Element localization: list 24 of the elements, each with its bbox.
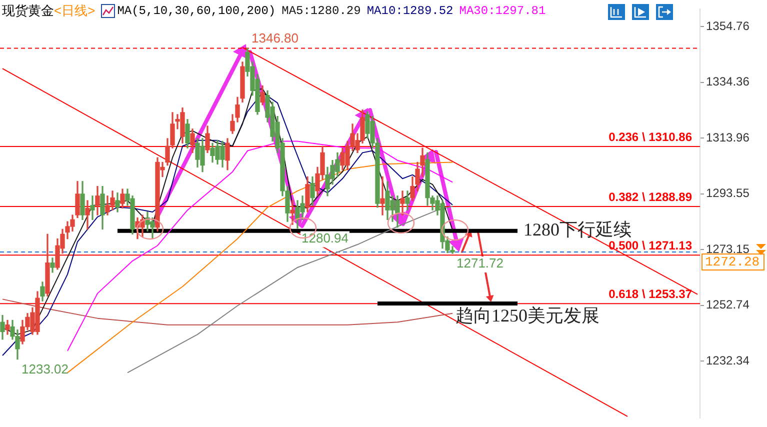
y-tick-label: 1293.55 xyxy=(706,186,750,200)
text: MA5:1280.29 xyxy=(282,4,361,18)
chart-subtitle: <日线> xyxy=(54,2,96,20)
chart-title: 现货黄金 xyxy=(2,2,54,20)
ref-line-label: 0.382 \ 1288.89 xyxy=(608,190,692,204)
series-label: 趋向1250美元发展 xyxy=(456,305,600,326)
y-tick-label: 1313.96 xyxy=(706,130,750,144)
series-label: 1280下行延续 xyxy=(524,220,632,240)
ref-line-label: 0.618 \ 1253.37 xyxy=(608,286,692,301)
text: MA10:1289.52 xyxy=(366,4,454,18)
ref-line-label: 0.236 \ 1310.86 xyxy=(608,130,692,144)
text: MA30:1297.81 xyxy=(459,4,546,18)
ref-line-label: 1272.28 xyxy=(705,254,760,270)
annotation: MA(5,10,30,60,100,200) xyxy=(117,4,276,18)
ref-line-label: 0.500 \ 1271.13 xyxy=(608,238,692,252)
annotation: 1346.80 xyxy=(252,30,298,46)
y-tick-label: 1232.34 xyxy=(706,353,750,368)
y-tick-label: 1252.74 xyxy=(706,298,750,312)
y-tick-label: 1354.76 xyxy=(706,18,750,33)
annotation: 1233.02 xyxy=(22,361,68,376)
annotation: 1280.94 xyxy=(302,230,348,246)
annotation: 1271.72 xyxy=(456,256,504,271)
y-tick-label: 1273.15 xyxy=(706,242,750,256)
y-tick-label: 1334.36 xyxy=(706,74,750,89)
